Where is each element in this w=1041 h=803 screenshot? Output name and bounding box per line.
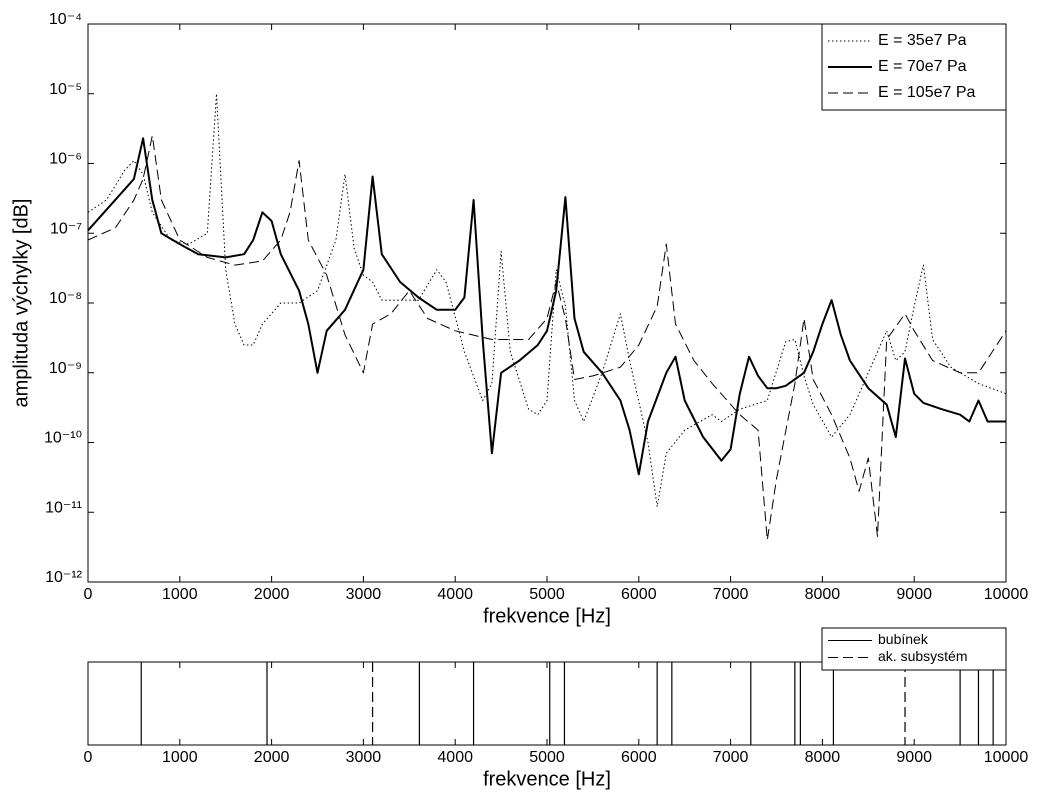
- y-tick-label: 10⁻¹²: [45, 569, 83, 586]
- y-tick-label: 10⁻⁶: [49, 151, 82, 168]
- series-line: [87, 135, 1007, 541]
- x-tick-label: 3000: [346, 749, 382, 766]
- x-tick-label: 7000: [713, 586, 749, 603]
- y-tick-label: 10⁻⁵: [49, 81, 82, 98]
- legend-label: E = 70e7 Pa: [878, 58, 967, 75]
- x-tick-label: 1000: [162, 749, 198, 766]
- x-tick-label: 1000: [162, 586, 198, 603]
- x-tick-label: 3000: [346, 586, 382, 603]
- series-line: [87, 93, 1007, 508]
- y-tick-label: 10⁻⁷: [50, 220, 82, 237]
- x-tick-label: 10000: [984, 586, 1029, 603]
- legend-label: E = 105e7 Pa: [878, 84, 976, 101]
- legend-label: ak. subsystém: [878, 648, 967, 664]
- x-tick-label: 8000: [805, 749, 841, 766]
- x-tick-label: 8000: [805, 586, 841, 603]
- x-axis-label: frekvence [Hz]: [483, 768, 611, 790]
- y-axis-label: amplituda výchylky [dB]: [10, 199, 32, 408]
- x-tick-label: 9000: [896, 749, 932, 766]
- x-tick-label: 2000: [254, 586, 290, 603]
- legend-box: [821, 627, 1007, 671]
- x-tick-label: 6000: [621, 586, 657, 603]
- x-tick-label: 2000: [254, 749, 290, 766]
- x-axis-label: frekvence [Hz]: [483, 605, 611, 627]
- x-tick-label: 5000: [529, 749, 565, 766]
- x-tick-label: 4000: [437, 749, 473, 766]
- y-tick-label: 10⁻⁹: [49, 360, 82, 377]
- y-tick-label: 10⁻¹¹: [45, 499, 82, 516]
- x-tick-label: 5000: [529, 586, 565, 603]
- x-tick-label: 0: [84, 586, 93, 603]
- x-tick-label: 9000: [896, 586, 932, 603]
- legend-label: bubínek: [878, 631, 929, 647]
- y-tick-label: 10⁻⁸: [49, 290, 82, 307]
- y-tick-label: 10⁻⁴: [49, 11, 82, 28]
- x-tick-label: 7000: [713, 749, 749, 766]
- x-tick-label: 4000: [437, 586, 473, 603]
- y-tick-label: 10⁻¹⁰: [44, 430, 82, 447]
- axes-frame: [87, 661, 1007, 746]
- series-line: [87, 137, 1006, 476]
- x-tick-label: 10000: [984, 749, 1029, 766]
- x-tick-label: 6000: [621, 749, 657, 766]
- legend-label: E = 35e7 Pa: [878, 32, 967, 49]
- x-tick-label: 0: [84, 749, 93, 766]
